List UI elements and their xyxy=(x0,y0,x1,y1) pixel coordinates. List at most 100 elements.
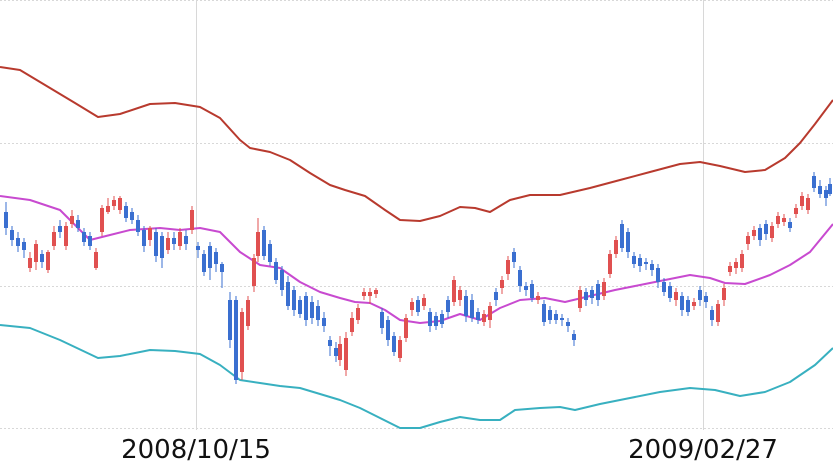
candle-body xyxy=(590,290,594,298)
candle-body xyxy=(422,298,426,306)
candle xyxy=(112,196,116,210)
candle xyxy=(500,276,504,294)
candle xyxy=(542,300,546,326)
candle xyxy=(304,292,308,326)
candle-body xyxy=(22,242,26,250)
candle xyxy=(818,180,822,198)
candle-body xyxy=(82,232,86,242)
x-axis-ticks: 2008/10/15 2009/02/27 xyxy=(121,435,778,465)
candle-body xyxy=(458,290,462,300)
candle-body xyxy=(572,334,576,340)
candle-body xyxy=(710,310,714,320)
candle xyxy=(710,306,714,326)
candle xyxy=(524,282,528,296)
candle-body xyxy=(428,312,432,326)
candle-body xyxy=(800,196,804,206)
middle-band-line xyxy=(0,195,833,324)
candle-body xyxy=(494,292,498,300)
candle-body xyxy=(178,232,182,246)
candle xyxy=(374,288,378,298)
candle-body xyxy=(512,252,516,262)
candle xyxy=(40,250,44,268)
candle xyxy=(404,314,408,342)
candle xyxy=(124,202,128,222)
candle-body xyxy=(470,300,474,318)
candle-body xyxy=(292,290,296,310)
candle-body xyxy=(824,190,828,198)
candle-body xyxy=(106,206,110,212)
candle xyxy=(740,250,744,272)
bollinger-bands xyxy=(0,66,833,429)
candle xyxy=(632,252,636,268)
candle-body xyxy=(506,260,510,274)
candle-body xyxy=(632,256,636,264)
candle xyxy=(34,240,38,270)
candle-body xyxy=(416,300,420,312)
candle xyxy=(566,318,570,332)
candle xyxy=(202,250,206,276)
candle-body xyxy=(602,282,606,296)
candle-body xyxy=(234,300,238,380)
candle xyxy=(458,286,462,306)
candle-body xyxy=(328,340,332,346)
candle-body xyxy=(286,282,290,306)
candle-body xyxy=(440,314,444,324)
candle xyxy=(322,312,326,332)
candle-body xyxy=(686,300,690,312)
candle xyxy=(494,288,498,306)
candle-body xyxy=(482,314,486,322)
candle-body xyxy=(262,230,266,256)
candle-body xyxy=(752,230,756,236)
candle xyxy=(256,218,260,262)
candle xyxy=(362,288,366,300)
candle-body xyxy=(536,296,540,300)
candle-body xyxy=(734,262,738,268)
candle xyxy=(440,310,444,328)
candle xyxy=(578,286,582,312)
candle xyxy=(698,286,702,306)
candle xyxy=(280,266,284,296)
candle xyxy=(512,248,516,268)
candle-body xyxy=(770,226,774,238)
candle xyxy=(64,222,68,250)
candle-body xyxy=(542,304,546,322)
candle xyxy=(328,336,332,356)
candle-body xyxy=(380,312,384,328)
candle-body xyxy=(638,258,642,266)
candle-body xyxy=(704,296,708,302)
candle-body xyxy=(256,232,260,256)
candle xyxy=(58,220,62,238)
candle xyxy=(184,230,188,250)
candle xyxy=(76,215,80,232)
candle-body xyxy=(782,218,786,222)
candle-body xyxy=(614,240,618,254)
candle xyxy=(416,296,420,316)
candle xyxy=(518,266,522,292)
candle xyxy=(70,210,74,228)
candle-body xyxy=(196,246,200,250)
candle xyxy=(446,296,450,318)
candle-body xyxy=(338,344,342,360)
candle-body xyxy=(16,238,20,246)
candle-body xyxy=(680,296,684,310)
candle-body xyxy=(64,226,68,246)
candle-body xyxy=(818,186,822,194)
candle xyxy=(716,300,720,326)
candle-body xyxy=(524,286,528,290)
candle-body xyxy=(252,258,256,286)
candle-body xyxy=(268,244,272,262)
candle xyxy=(338,336,342,366)
candle-body xyxy=(758,228,762,240)
candle-body xyxy=(350,318,354,332)
candle xyxy=(344,332,348,376)
candles xyxy=(4,172,832,384)
candle-body xyxy=(172,238,176,244)
candle xyxy=(488,302,492,328)
candle-body xyxy=(596,284,600,300)
candle xyxy=(46,250,50,273)
candle-body xyxy=(746,236,750,244)
candle-body xyxy=(578,290,582,308)
candle xyxy=(824,186,828,206)
candle-body xyxy=(692,302,696,306)
candle xyxy=(614,236,618,258)
